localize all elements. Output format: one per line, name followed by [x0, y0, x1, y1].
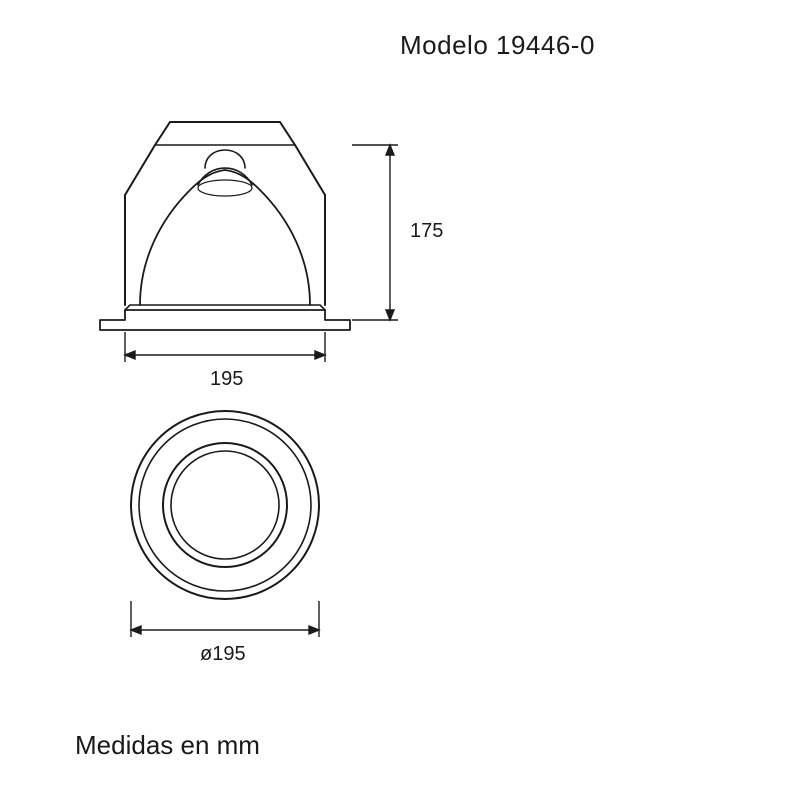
units-note: Medidas en mm: [75, 730, 260, 761]
plan-diameter-dim: ø195: [200, 643, 246, 666]
model-title: Modelo 19446-0: [400, 30, 595, 61]
plan-view-drawing: [95, 405, 395, 665]
side-height-dim: 175: [410, 220, 443, 243]
side-width-dim: 195: [210, 368, 243, 391]
